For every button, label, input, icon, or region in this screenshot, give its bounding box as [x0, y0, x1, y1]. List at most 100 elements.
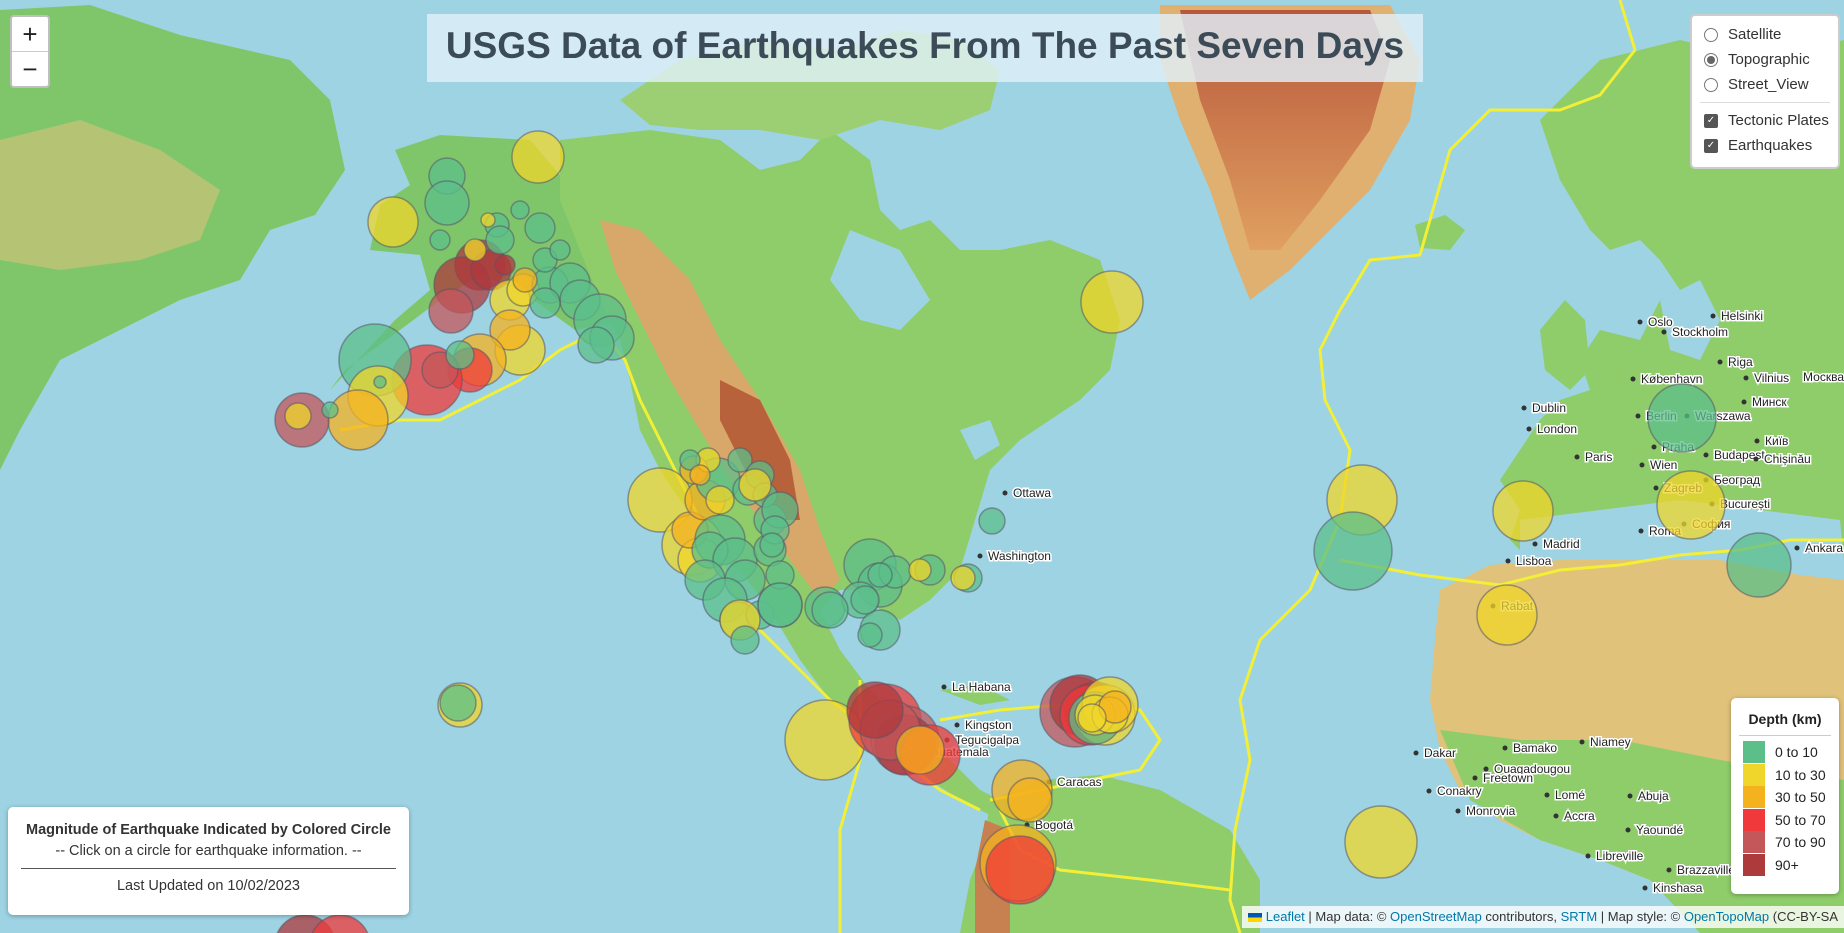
earthquake-marker[interactable]	[679, 449, 701, 471]
city-dot	[1483, 766, 1489, 772]
earthquake-marker[interactable]	[689, 464, 711, 486]
earthquake-marker[interactable]	[985, 835, 1055, 905]
earthquake-marker[interactable]	[705, 485, 735, 515]
opentopomap-link[interactable]: OpenTopoMap	[1683, 909, 1770, 924]
place-label: Caracas	[1057, 775, 1102, 789]
earthquake-marker[interactable]	[480, 212, 496, 228]
city-dot	[941, 684, 947, 690]
earthquake-marker[interactable]	[429, 229, 451, 251]
overlay-tectonic-plates[interactable]: ✓ Tectonic Plates	[1700, 108, 1830, 133]
earthquake-marker[interactable]	[445, 340, 475, 370]
srtm-link[interactable]: SRTM	[1560, 909, 1598, 924]
legend-item: 30 to 50	[1731, 786, 1839, 809]
earthquake-marker[interactable]	[757, 582, 803, 628]
city-dot	[1574, 454, 1580, 460]
earthquake-marker[interactable]	[321, 401, 339, 419]
attribution-text: (CC-BY-SA	[1769, 909, 1838, 924]
earthquake-marker[interactable]	[463, 238, 487, 262]
place-label: Tegucigalpa	[955, 733, 1019, 747]
earthquake-marker[interactable]	[367, 196, 419, 248]
legend-label: 30 to 50	[1775, 789, 1826, 806]
earthquake-marker[interactable]	[489, 309, 531, 351]
legend-item: 90+	[1731, 853, 1839, 877]
earthquake-marker[interactable]	[1647, 383, 1717, 453]
earthquake-marker[interactable]	[950, 565, 976, 591]
earthquake-marker[interactable]	[1476, 584, 1538, 646]
place-label: Abuja	[1638, 789, 1669, 803]
earthquake-marker[interactable]	[1080, 270, 1144, 334]
earthquake-marker[interactable]	[850, 585, 880, 615]
earthquake-marker[interactable]	[846, 681, 904, 739]
earthquake-marker[interactable]	[524, 212, 556, 244]
legend-swatch	[1743, 763, 1765, 786]
place-label: Conakry	[1437, 784, 1482, 798]
city-dot	[977, 553, 983, 559]
earthquake-marker[interactable]	[549, 239, 571, 261]
earthquake-marker[interactable]	[310, 914, 370, 933]
zoom-out-button[interactable]: −	[12, 51, 48, 86]
base-layer-topographic[interactable]: Topographic	[1700, 47, 1830, 72]
earthquake-marker[interactable]	[1492, 480, 1554, 542]
earthquake-marker[interactable]	[730, 625, 760, 655]
earthquake-marker[interactable]	[857, 622, 883, 648]
earthquake-marker[interactable]	[867, 562, 893, 588]
earthquake-marker[interactable]	[373, 375, 387, 389]
topographic-radio[interactable]	[1704, 52, 1718, 67]
earthquake-marker[interactable]	[1344, 805, 1418, 879]
earthquake-marker[interactable]	[978, 507, 1006, 535]
base-layer-street-view[interactable]: Street_View	[1700, 72, 1830, 97]
legend-swatch	[1743, 853, 1765, 876]
earthquake-marker[interactable]	[577, 326, 615, 364]
legend-label: 70 to 90	[1775, 834, 1826, 851]
satellite-radio[interactable]	[1704, 27, 1718, 42]
earthquake-marker[interactable]	[1077, 703, 1107, 733]
earthquake-marker[interactable]	[510, 200, 530, 220]
earthquake-marker[interactable]	[485, 225, 515, 255]
earthquake-marker[interactable]	[284, 402, 312, 430]
earthquakes-checkbox[interactable]: ✓	[1704, 138, 1718, 153]
overlay-earthquakes[interactable]: ✓ Earthquakes	[1700, 133, 1830, 158]
earthquake-marker[interactable]	[511, 130, 565, 184]
place-label: Київ	[1765, 434, 1788, 448]
earthquake-marker[interactable]	[895, 725, 945, 775]
city-dot	[1741, 399, 1747, 405]
earthquake-marker[interactable]	[738, 468, 772, 502]
earthquake-marker[interactable]	[494, 254, 516, 276]
legend-label: 50 to 70	[1775, 811, 1826, 828]
leaflet-link[interactable]: Leaflet	[1265, 909, 1305, 924]
earthquake-marker[interactable]	[512, 267, 538, 293]
street-view-radio[interactable]	[1704, 77, 1718, 92]
earthquake-marker[interactable]	[727, 447, 753, 473]
earthquake-marker[interactable]	[759, 532, 785, 558]
legend-swatch	[1743, 786, 1765, 809]
earthquake-marker[interactable]	[1726, 532, 1792, 598]
place-label: Ouagadougou	[1494, 762, 1570, 776]
earthquake-marker[interactable]	[439, 684, 477, 722]
earthquake-marker[interactable]	[327, 389, 389, 451]
base-layer-satellite[interactable]: Satellite	[1700, 22, 1830, 47]
hudson-bay	[830, 230, 930, 330]
place-label: Madrid	[1543, 537, 1580, 551]
plate-boundary	[339, 328, 601, 432]
earthquake-marker[interactable]	[424, 180, 470, 226]
openstreetmap-link[interactable]: OpenStreetMap	[1390, 909, 1482, 924]
city-dot	[1413, 750, 1419, 756]
earthquake-marker[interactable]	[1656, 470, 1726, 540]
earthquake-marker[interactable]	[1007, 777, 1053, 823]
base-layer-label: Topographic	[1728, 51, 1810, 68]
tectonic-plates-checkbox[interactable]: ✓	[1704, 113, 1718, 128]
legend-title: Depth (km)	[1748, 711, 1822, 727]
earthquake-marker[interactable]	[908, 558, 932, 582]
city-dot	[1455, 808, 1461, 814]
zoom-in-button[interactable]: +	[22, 19, 38, 49]
earthquake-marker[interactable]	[811, 591, 849, 629]
earthquake-marker[interactable]	[1313, 511, 1393, 591]
place-label: Oslo	[1648, 315, 1673, 329]
asia-highlands	[0, 120, 220, 270]
place-label: La Habana	[952, 680, 1011, 694]
earthquake-marker[interactable]	[428, 288, 474, 334]
earthquake-marker[interactable]	[529, 287, 561, 319]
plate-boundary	[939, 698, 1162, 802]
city-dot	[1526, 426, 1532, 432]
